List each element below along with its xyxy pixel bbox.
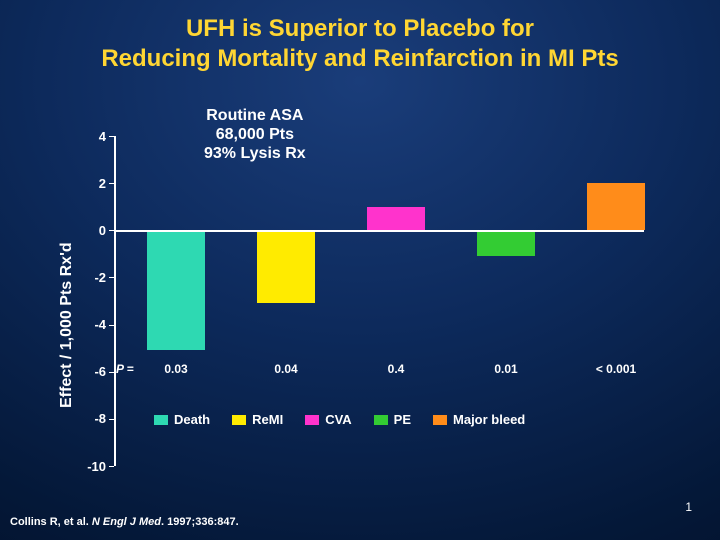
- citation: Collins R, et al. N Engl J Med. 1997;336…: [10, 516, 239, 528]
- legend-swatch: [232, 415, 246, 425]
- legend-item: ReMI: [232, 412, 283, 427]
- bar: [587, 183, 645, 230]
- legend-label: CVA: [325, 412, 351, 427]
- y-tick-label: -2: [76, 270, 106, 285]
- y-axis-label: Effect / 1,000 Pts Rx'd: [58, 242, 76, 408]
- bar: [477, 232, 535, 256]
- y-tick-label: -4: [76, 317, 106, 332]
- slide-title: UFH is Superior to Placebo for Reducing …: [0, 0, 720, 74]
- legend-swatch: [433, 415, 447, 425]
- y-axis: [114, 136, 116, 466]
- y-tick-label: 2: [76, 176, 106, 191]
- citation-journal: N Engl J Med: [92, 516, 161, 528]
- citation-tail: . 1997;336:847.: [161, 516, 239, 528]
- p-value: 0.01: [466, 362, 546, 376]
- p-value: < 0.001: [576, 362, 656, 376]
- y-tick-mark: [109, 466, 114, 467]
- legend-label: Death: [174, 412, 210, 427]
- citation-author: Collins R, et al.: [10, 516, 92, 528]
- bar-chart: 420-2-4-6-8-10P =0.030.040.40.01< 0.001D…: [114, 136, 644, 466]
- y-tick-label: -6: [76, 364, 106, 379]
- legend: Death ReMI CVA PE Major bleed: [154, 412, 525, 427]
- y-tick-label: 0: [76, 223, 106, 238]
- legend-label: ReMI: [252, 412, 283, 427]
- p-label: P =: [116, 362, 134, 376]
- legend-swatch: [305, 415, 319, 425]
- y-tick-label: -10: [76, 459, 106, 474]
- bar: [257, 232, 315, 303]
- legend-swatch: [374, 415, 388, 425]
- legend-item: PE: [374, 412, 411, 427]
- legend-label: Major bleed: [453, 412, 525, 427]
- legend-label: PE: [394, 412, 411, 427]
- legend-item: CVA: [305, 412, 351, 427]
- y-tick-label: -8: [76, 411, 106, 426]
- legend-item: Major bleed: [433, 412, 525, 427]
- legend-swatch: [154, 415, 168, 425]
- page-number: 1: [685, 500, 692, 514]
- bar: [367, 207, 425, 231]
- p-value: 0.03: [136, 362, 216, 376]
- title-line2: Reducing Mortality and Reinfarction in M…: [0, 44, 720, 74]
- p-value: 0.04: [246, 362, 326, 376]
- title-line1: UFH is Superior to Placebo for: [0, 14, 720, 44]
- y-tick-label: 4: [76, 129, 106, 144]
- bar: [147, 232, 205, 350]
- p-value: 0.4: [356, 362, 436, 376]
- subtitle-line1: Routine ASA: [204, 106, 306, 125]
- legend-item: Death: [154, 412, 210, 427]
